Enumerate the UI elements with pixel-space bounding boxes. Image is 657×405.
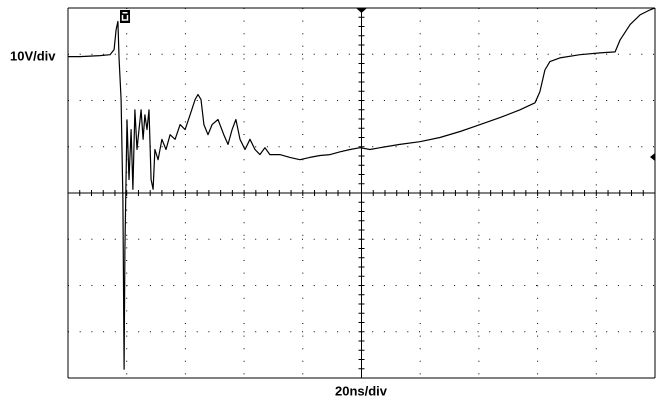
y-scale-label: 10V/div: [10, 48, 56, 63]
waveform: [68, 7, 656, 370]
ground-marker: [650, 153, 655, 161]
trace-marker: [120, 10, 130, 23]
x-scale-label: 20ns/div: [335, 383, 388, 398]
